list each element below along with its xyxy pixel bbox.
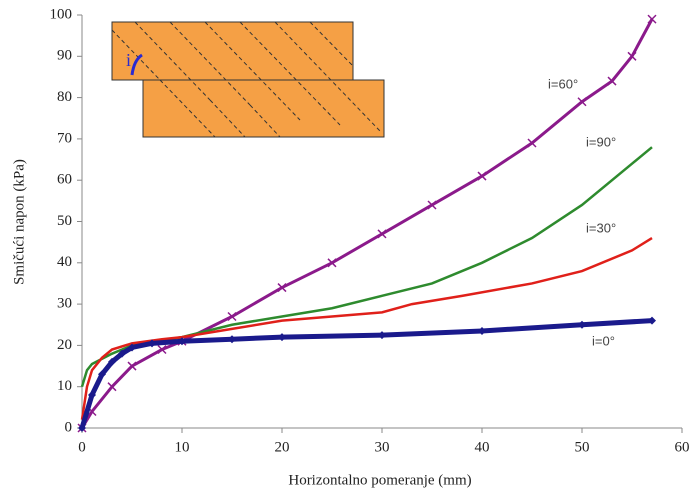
point-marker	[647, 14, 657, 24]
point-marker	[88, 390, 96, 399]
x-tick-label: 60	[675, 439, 690, 455]
x-tick-label: 40	[475, 439, 490, 455]
point-marker	[577, 97, 587, 107]
x-tick-label: 20	[275, 439, 290, 455]
inset-label: i	[126, 50, 131, 70]
series-line	[80, 236, 653, 420]
point-marker	[228, 335, 236, 344]
y-axis-label: Smičući napon (kPa)	[11, 159, 27, 285]
series-label: i=60°	[548, 76, 578, 91]
point-marker	[527, 138, 537, 148]
x-axis-label: Horizontalno pomeranje (mm)	[288, 472, 471, 488]
point-marker	[107, 382, 117, 392]
point-marker	[157, 344, 167, 355]
point-marker	[427, 200, 437, 210]
point-marker	[377, 229, 387, 239]
point-marker	[148, 339, 156, 348]
point-marker	[227, 311, 237, 322]
y-tick-label: 30	[57, 296, 72, 312]
point-marker	[607, 76, 617, 86]
point-marker	[118, 349, 126, 358]
point-marker	[128, 343, 136, 352]
y-tick-label: 50	[57, 213, 72, 229]
series-line	[79, 318, 653, 429]
y-tick-label: 80	[57, 89, 72, 105]
x-tick-label: 50	[575, 439, 590, 455]
point-marker	[98, 370, 106, 379]
y-tick-label: 60	[57, 172, 72, 188]
x-tick-label: 10	[175, 439, 190, 455]
x-tick-label: 30	[375, 439, 390, 455]
x-tick-label: 0	[78, 439, 86, 455]
series-label: i=90°	[586, 134, 616, 149]
y-tick-label: 40	[57, 254, 72, 270]
y-tick-label: 0	[65, 419, 73, 435]
point-marker	[578, 320, 586, 329]
inset-diagram: i	[111, 21, 385, 138]
point-marker	[477, 171, 487, 181]
y-tick-label: 10	[57, 378, 72, 394]
point-marker	[78, 424, 86, 432]
y-tick-label: 100	[50, 6, 73, 22]
y-tick-label: 70	[57, 130, 72, 146]
point-marker	[178, 337, 186, 346]
point-marker	[277, 283, 287, 293]
point-marker	[648, 316, 656, 325]
point-marker	[478, 326, 486, 335]
point-marker	[278, 333, 286, 342]
point-marker	[327, 258, 337, 268]
y-tick-label: 20	[57, 337, 72, 353]
series-line	[80, 146, 653, 388]
point-marker	[127, 361, 137, 371]
point-marker	[378, 331, 386, 340]
y-tick-label: 90	[57, 48, 72, 64]
series-label: i=0°	[592, 333, 615, 348]
point-marker	[108, 357, 116, 366]
series-label: i=30°	[586, 220, 616, 235]
point-marker	[627, 51, 637, 61]
